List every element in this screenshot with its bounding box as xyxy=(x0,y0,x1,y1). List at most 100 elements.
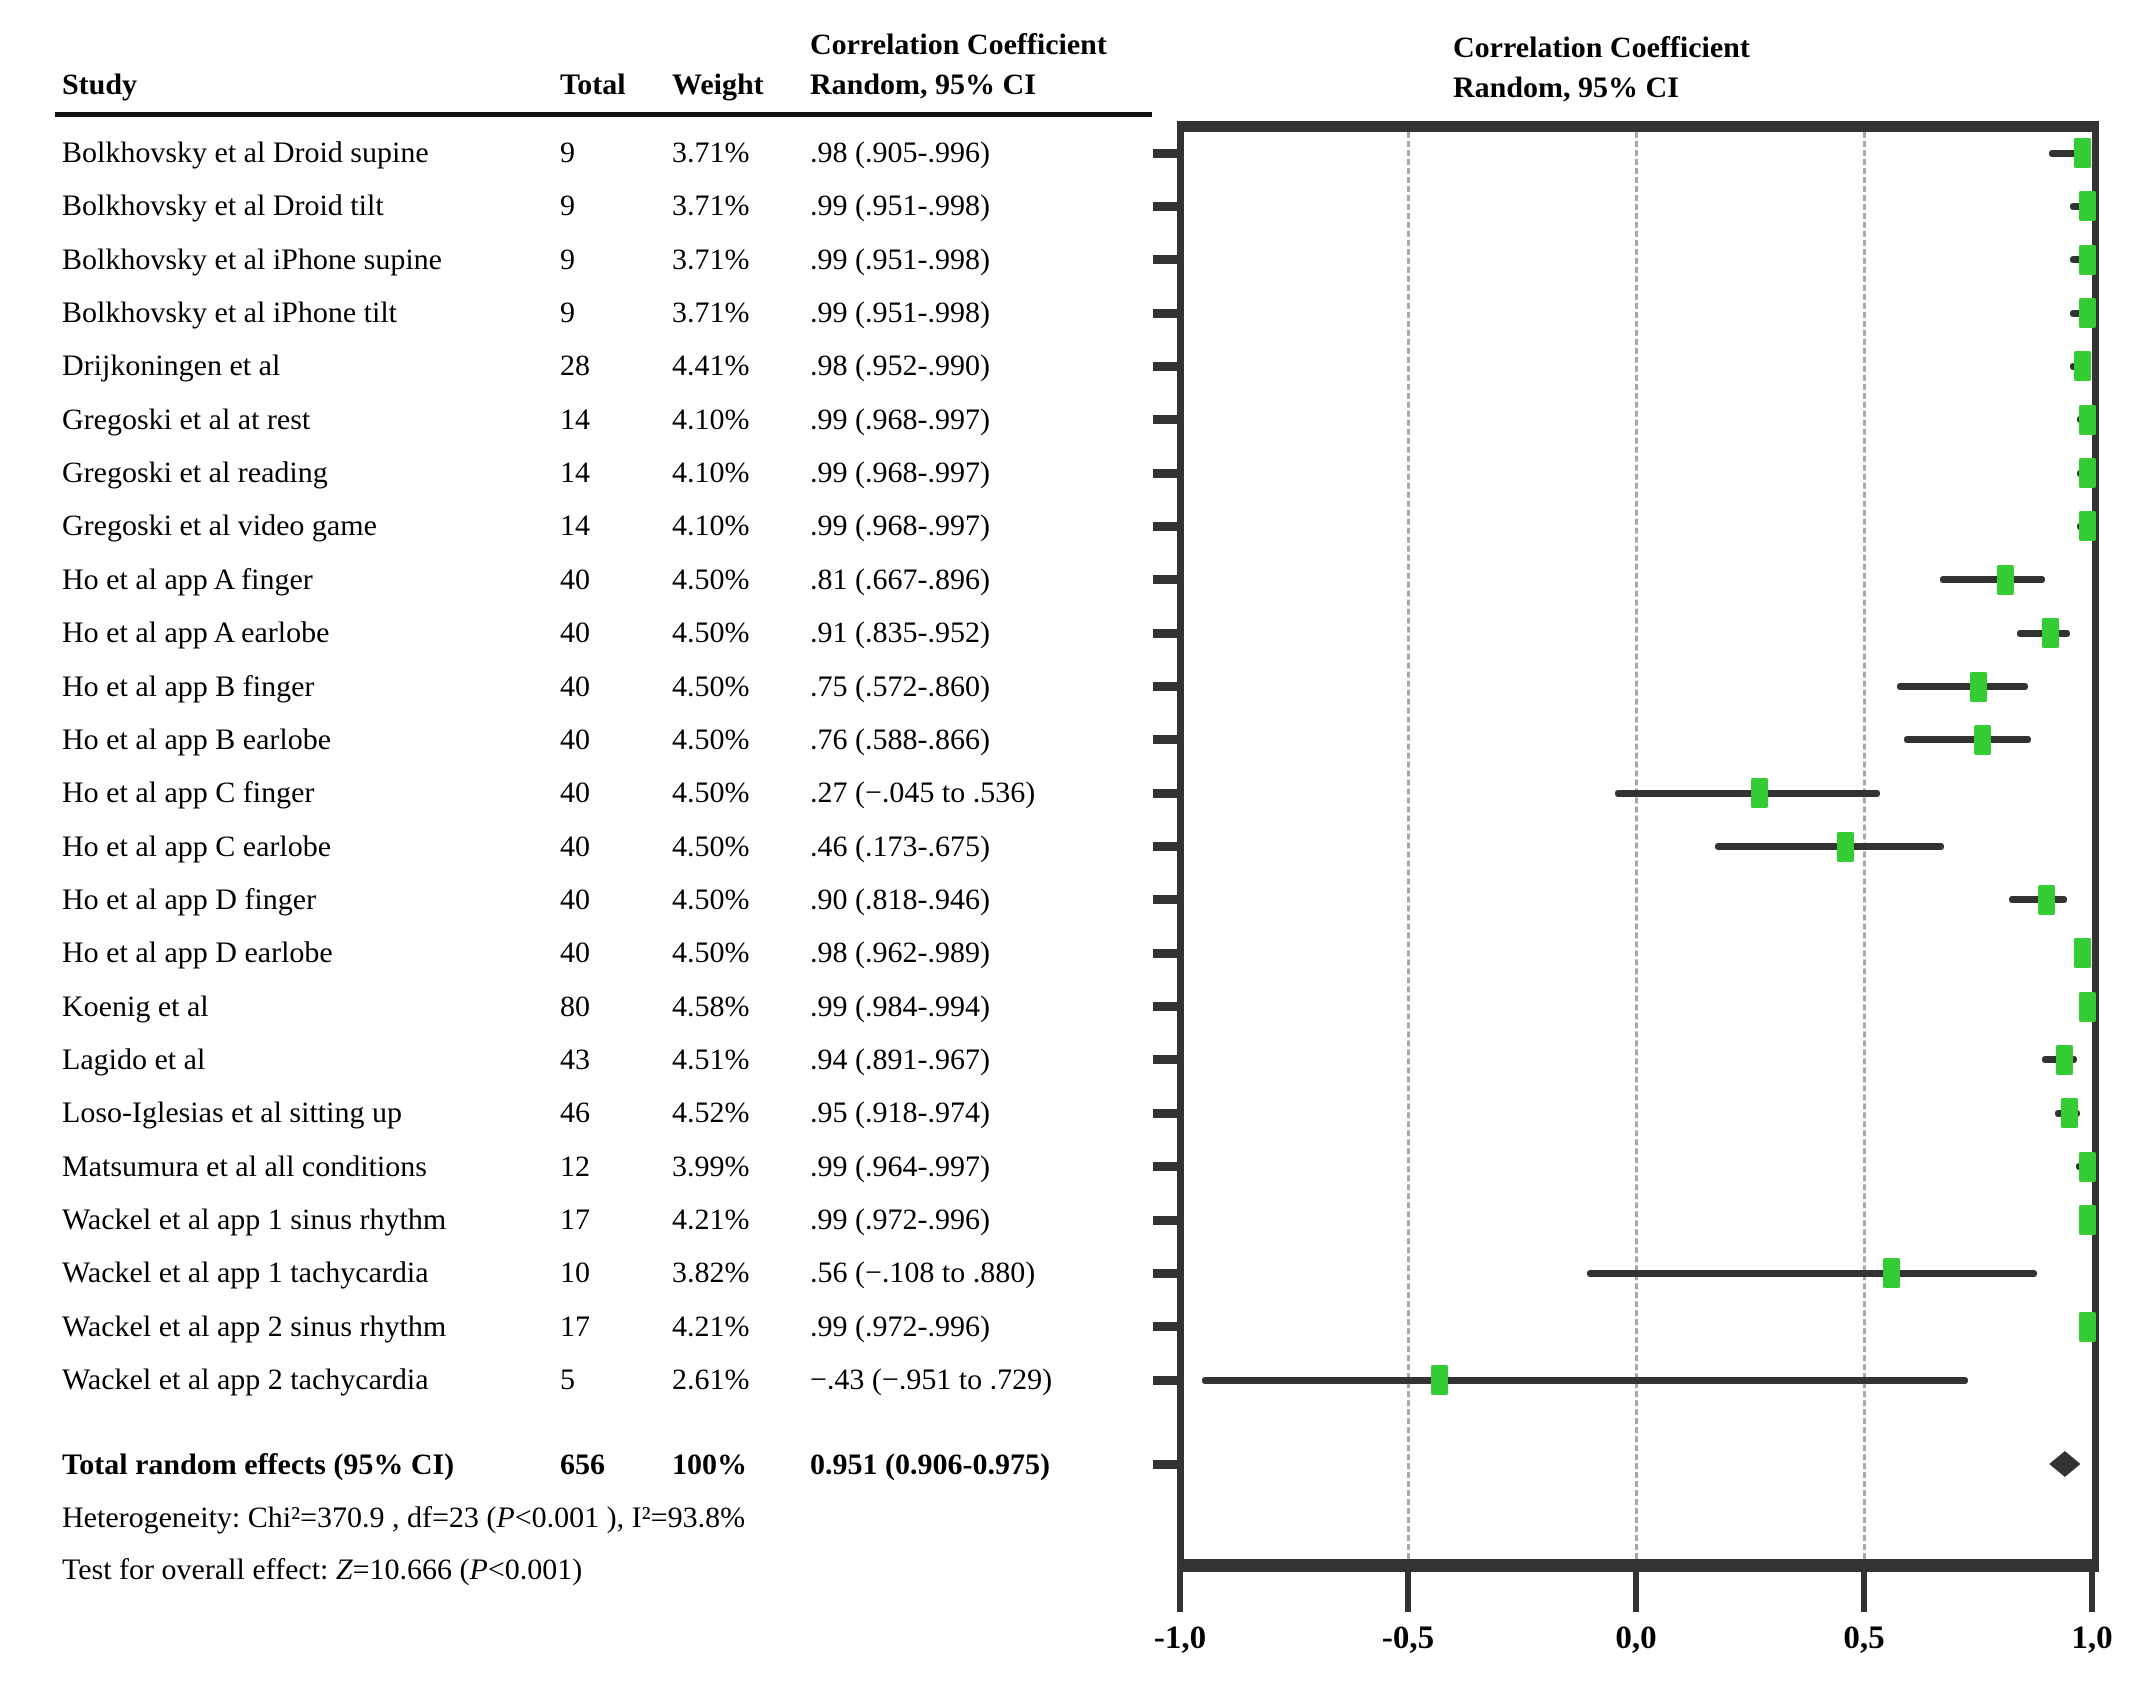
weight-value: 3.71% xyxy=(672,189,750,223)
weight-value: 4.52% xyxy=(672,1096,750,1130)
total-value: 40 xyxy=(560,562,590,596)
ci-text: .76 (.588-.866) xyxy=(810,722,990,756)
row-tick xyxy=(1153,201,1181,211)
overall-effect-note: Test for overall effect: Z=10.666 (P<0.0… xyxy=(62,1550,582,1590)
axis-tick-label: 0,5 xyxy=(1843,1620,1885,1656)
column-header-ci-line2: Random, 95% CI xyxy=(810,68,1036,101)
point-marker xyxy=(1996,564,2014,595)
point-marker xyxy=(2078,1205,2096,1235)
weight-value: 3.71% xyxy=(672,136,750,169)
summary-row-total: 656 xyxy=(560,1448,605,1481)
column-header-total: Total xyxy=(560,68,626,101)
point-marker xyxy=(2078,458,2096,489)
weight-value: 4.50% xyxy=(672,829,750,863)
ci-text: .99 (.968-.997) xyxy=(810,509,990,543)
plot-header-line2: Random, 95% CI xyxy=(1453,71,1679,104)
point-marker xyxy=(2078,1311,2096,1342)
total-value: 40 xyxy=(560,669,590,703)
ci-line xyxy=(1904,736,2031,744)
weight-value: 3.71% xyxy=(672,296,750,330)
point-marker xyxy=(1837,831,1855,862)
gridline xyxy=(1634,132,1638,1559)
study-label: Ho et al app A finger xyxy=(62,562,313,596)
weight-value: 4.10% xyxy=(672,509,750,543)
total-value: 5 xyxy=(560,1363,575,1397)
gridline xyxy=(1406,132,1410,1559)
row-tick xyxy=(1153,735,1181,745)
row-tick xyxy=(1153,788,1181,798)
weight-value: 4.10% xyxy=(672,456,750,490)
row-tick xyxy=(1153,255,1181,265)
point-marker xyxy=(1969,671,1987,702)
row-tick xyxy=(1153,682,1181,691)
ci-text: .99 (.951-.998) xyxy=(810,242,990,276)
total-value: 9 xyxy=(560,296,575,330)
row-tick xyxy=(1153,148,1181,158)
column-header-weight: Weight xyxy=(672,68,764,101)
study-label: Gregoski et al video game xyxy=(62,509,377,543)
study-label: Wackel et al app 1 sinus rhythm xyxy=(62,1203,447,1236)
plot-axis-bar xyxy=(1177,1559,2099,1572)
ci-line xyxy=(1202,1376,1969,1384)
column-header-study: Study xyxy=(62,68,138,101)
point-marker xyxy=(1882,1258,1900,1289)
plot-frame-right xyxy=(2092,121,2099,1572)
total-value: 17 xyxy=(560,1309,590,1343)
total-value: 10 xyxy=(560,1256,590,1290)
point-marker xyxy=(2042,618,2060,649)
study-label: Ho et al app A earlobe xyxy=(62,616,330,650)
total-value: 17 xyxy=(560,1203,590,1236)
study-label: Ho et al app C finger xyxy=(62,776,315,810)
ci-text: .98 (.905-.996) xyxy=(810,136,990,169)
ci-text: .99 (.968-.997) xyxy=(810,456,990,490)
row-tick xyxy=(1153,468,1181,478)
overall-effect-text-italic-part: Z xyxy=(335,1553,353,1586)
column-header-ci-line1: Correlation Coefficient xyxy=(810,28,1107,61)
weight-value: 4.50% xyxy=(672,776,750,810)
axis-tick xyxy=(1633,1572,1639,1612)
total-value: 9 xyxy=(560,242,575,276)
ci-text: .27 (−.045 to .536) xyxy=(810,776,1036,810)
plot-header-line1: Correlation Coefficient xyxy=(1453,31,1750,64)
axis-tick xyxy=(1177,1572,1183,1612)
weight-value: 4.50% xyxy=(672,562,750,596)
heterogeneity-text-italic-part: P xyxy=(496,1501,515,1534)
axis-tick xyxy=(1405,1572,1411,1612)
point-marker xyxy=(2074,938,2092,969)
ci-text: .99 (.951-.998) xyxy=(810,189,990,223)
summary-diamond xyxy=(2049,1451,2081,1477)
ci-line xyxy=(1896,683,2029,690)
study-label: Drijkoningen et al xyxy=(62,349,281,383)
plot-frame-top xyxy=(1177,121,2099,132)
total-value: 40 xyxy=(560,882,590,916)
summary-row-ci: 0.951 (0.906-0.975) xyxy=(810,1448,1050,1481)
weight-value: 4.51% xyxy=(672,1042,750,1076)
row-tick xyxy=(1153,842,1181,852)
row-tick xyxy=(1153,415,1181,425)
row-tick xyxy=(1153,1002,1181,1012)
point-marker xyxy=(2078,991,2096,1022)
axis-tick xyxy=(1861,1572,1867,1612)
ci-text: .81 (.667-.896) xyxy=(810,562,990,596)
total-value: 28 xyxy=(560,349,590,383)
study-label: Wackel et al app 2 tachycardia xyxy=(62,1363,429,1397)
row-tick xyxy=(1153,575,1181,585)
overall-effect-text-italic-part: P xyxy=(469,1553,488,1586)
study-label: Bolkhovsky et al Droid tilt xyxy=(62,189,384,223)
weight-value: 4.41% xyxy=(672,349,750,383)
study-label: Gregoski et al reading xyxy=(62,456,328,490)
row-tick xyxy=(1153,948,1181,958)
ci-text: .90 (.818-.946) xyxy=(810,882,990,916)
point-marker xyxy=(2078,244,2096,275)
ci-line xyxy=(1586,1269,2038,1277)
study-label: Lagido et al xyxy=(62,1042,206,1076)
row-tick xyxy=(1153,521,1181,531)
total-value: 40 xyxy=(560,616,590,650)
weight-value: 4.10% xyxy=(672,402,750,436)
study-label: Wackel et al app 1 tachycardia xyxy=(62,1256,429,1290)
row-tick xyxy=(1153,895,1181,905)
weight-value: 3.71% xyxy=(672,242,750,276)
ci-text: .99 (.951-.998) xyxy=(810,296,990,330)
total-value: 9 xyxy=(560,189,575,223)
point-marker xyxy=(2078,404,2096,435)
